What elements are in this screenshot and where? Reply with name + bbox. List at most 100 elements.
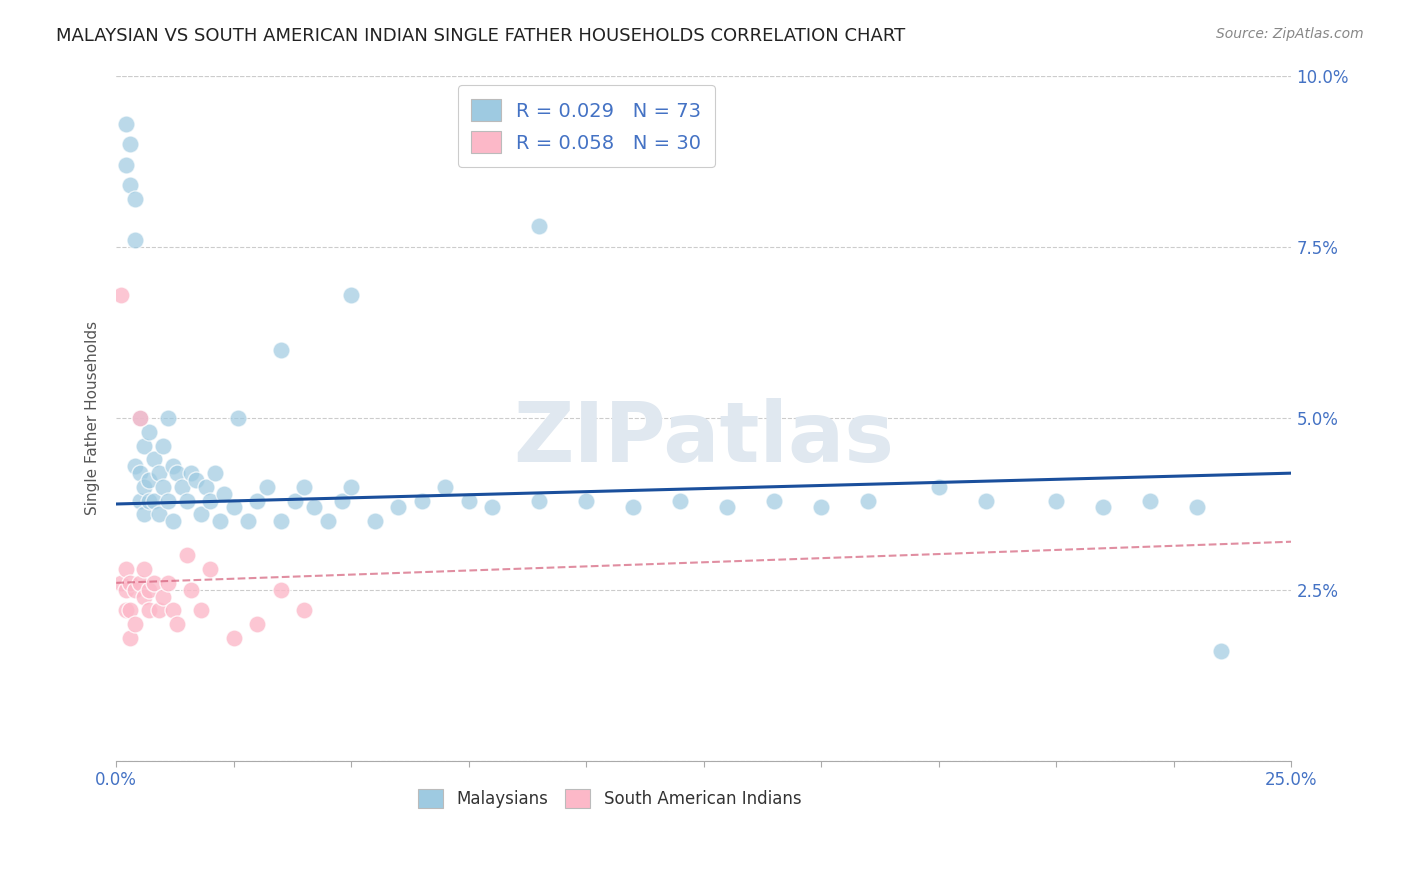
Point [152, 480, 174, 494]
Point [120, 178, 142, 193]
Point [110, 575, 132, 590]
Point [138, 603, 160, 617]
Point [148, 508, 170, 522]
Point [128, 411, 150, 425]
Point [270, 514, 292, 528]
Point [152, 590, 174, 604]
Point [134, 562, 156, 576]
Point [156, 575, 179, 590]
Point [190, 603, 212, 617]
Point [270, 582, 292, 597]
Point [222, 631, 245, 645]
Point [974, 493, 997, 508]
Point [172, 480, 194, 494]
Point [148, 603, 170, 617]
Point [176, 549, 198, 563]
Point [166, 466, 188, 480]
Point [284, 493, 307, 508]
Point [128, 493, 150, 508]
Point [138, 473, 160, 487]
Legend: Malaysians, South American Indians: Malaysians, South American Indians [412, 782, 808, 814]
Point [114, 582, 136, 597]
Point [928, 480, 950, 494]
Point [858, 493, 880, 508]
Text: Source: ZipAtlas.com: Source: ZipAtlas.com [1216, 27, 1364, 41]
Point [110, 288, 132, 302]
Point [114, 116, 136, 130]
Point [1045, 493, 1067, 508]
Point [763, 493, 786, 508]
Point [1187, 500, 1209, 515]
Point [214, 486, 236, 500]
Point [364, 514, 387, 528]
Point [128, 575, 150, 590]
Point [457, 493, 479, 508]
Point [200, 493, 222, 508]
Point [411, 493, 433, 508]
Point [669, 493, 692, 508]
Point [166, 617, 188, 632]
Point [128, 466, 150, 480]
Point [1139, 493, 1161, 508]
Point [124, 617, 146, 632]
Point [256, 480, 278, 494]
Point [716, 500, 738, 515]
Point [340, 288, 363, 302]
Point [142, 575, 165, 590]
Point [162, 514, 184, 528]
Point [114, 562, 136, 576]
Point [124, 459, 146, 474]
Point [134, 508, 156, 522]
Point [114, 603, 136, 617]
Point [134, 480, 156, 494]
Point [162, 459, 184, 474]
Point [180, 466, 202, 480]
Point [138, 582, 160, 597]
Point [292, 603, 315, 617]
Point [529, 219, 551, 234]
Point [434, 480, 457, 494]
Point [120, 631, 142, 645]
Point [330, 493, 353, 508]
Point [292, 480, 315, 494]
Point [162, 603, 184, 617]
Point [481, 500, 503, 515]
Point [387, 500, 409, 515]
Point [246, 493, 269, 508]
Point [152, 439, 174, 453]
Point [120, 137, 142, 152]
Point [621, 500, 644, 515]
Point [190, 508, 212, 522]
Point [575, 493, 598, 508]
Point [529, 493, 551, 508]
Point [142, 493, 165, 508]
Point [236, 514, 259, 528]
Point [194, 480, 217, 494]
Text: ZIPatlas: ZIPatlas [513, 399, 894, 479]
Point [124, 582, 146, 597]
Point [138, 493, 160, 508]
Point [138, 425, 160, 439]
Point [810, 500, 832, 515]
Point [340, 480, 363, 494]
Point [124, 192, 146, 206]
Point [270, 343, 292, 357]
Point [156, 411, 179, 425]
Point [134, 590, 156, 604]
Point [148, 466, 170, 480]
Point [200, 562, 222, 576]
Point [204, 466, 226, 480]
Point [120, 575, 142, 590]
Point [134, 439, 156, 453]
Point [186, 473, 208, 487]
Point [1092, 500, 1115, 515]
Point [180, 582, 202, 597]
Point [156, 493, 179, 508]
Point [176, 493, 198, 508]
Y-axis label: Single Father Households: Single Father Households [86, 321, 100, 516]
Point [246, 617, 269, 632]
Point [114, 158, 136, 172]
Point [128, 411, 150, 425]
Point [316, 514, 339, 528]
Point [1209, 644, 1232, 658]
